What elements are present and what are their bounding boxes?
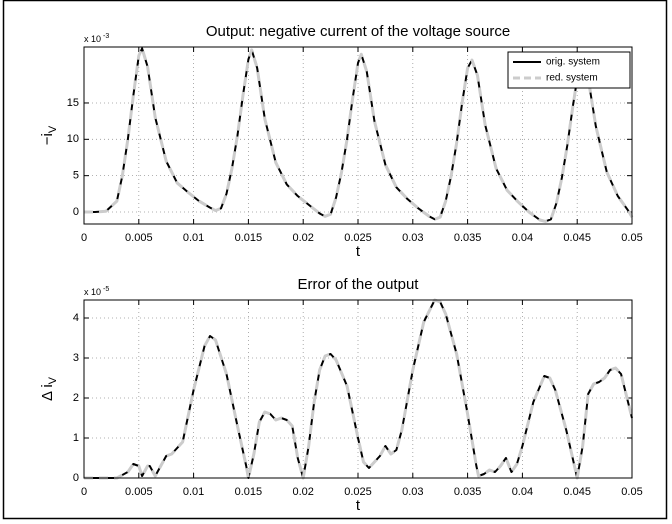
chart-title: Error of the output (298, 276, 420, 293)
y-multiplier-exp: -3 (103, 33, 109, 40)
x-tick-label: 0.015 (235, 486, 263, 498)
y-tick-label: 0 (73, 472, 79, 484)
y-tick-label: 5 (73, 170, 79, 182)
y-axis-label-sub: V (47, 125, 59, 133)
x-tick-label: 0.045 (563, 486, 591, 498)
y-tick-label: 15 (67, 97, 79, 109)
y-axis-label: −iV (39, 125, 59, 145)
y-multiplier: x 10 -5 (84, 286, 109, 298)
x-tick-label: 0.05 (621, 232, 642, 244)
y-multiplier-base: x 10 (84, 34, 101, 44)
series-line (84, 298, 634, 480)
y-axis-label-main: Δ i (39, 384, 56, 401)
y-tick-label: 10 (67, 133, 79, 145)
x-tick-label: 0.02 (292, 486, 313, 498)
y-tick-label: 1 (73, 432, 79, 444)
x-axis-label: t (356, 243, 361, 260)
x-tick-label: 0.025 (344, 232, 372, 244)
x-tick-label: 0.045 (563, 232, 591, 244)
axes-frame (83, 299, 633, 479)
x-tick-label: 0.015 (235, 232, 263, 244)
x-tick-label: 0.025 (344, 486, 372, 498)
legend-label: orig. system (546, 57, 600, 68)
legend-label: red. system (546, 73, 598, 84)
x-tick-label: 0.03 (402, 486, 423, 498)
series-line (84, 46, 634, 223)
x-tick-label: 0.005 (125, 486, 153, 498)
x-axis-label: t (356, 497, 361, 514)
y-axis-label-main: −i (39, 133, 56, 145)
x-tick-label: 0.05 (621, 486, 642, 498)
y-axis-label: Δ iV (39, 376, 59, 401)
axes-frame (83, 46, 633, 225)
y-axis-label-sub: V (47, 376, 59, 384)
y-tick-label: 4 (73, 312, 79, 324)
x-tick-label: 0.035 (454, 486, 482, 498)
y-multiplier: x 10 -3 (84, 33, 109, 45)
y-tick-label: 0 (73, 206, 79, 218)
y-multiplier-exp: -5 (103, 286, 109, 293)
x-tick-label: 0.04 (512, 232, 533, 244)
x-tick-label: 0.005 (125, 232, 153, 244)
x-tick-label: 0.03 (402, 232, 423, 244)
x-tick-label: 0 (81, 232, 87, 244)
x-tick-label: 0 (81, 486, 87, 498)
chart-title: Output: negative current of the voltage … (206, 23, 510, 40)
y-multiplier-base: x 10 (84, 287, 101, 297)
y-tick-label: 2 (73, 392, 79, 404)
x-tick-label: 0.04 (512, 486, 533, 498)
x-tick-label: 0.035 (454, 232, 482, 244)
x-tick-label: 0.01 (183, 232, 204, 244)
x-tick-label: 0.01 (183, 486, 204, 498)
y-tick-label: 3 (73, 352, 79, 364)
legend-box (507, 51, 631, 89)
x-tick-label: 0.02 (292, 232, 313, 244)
